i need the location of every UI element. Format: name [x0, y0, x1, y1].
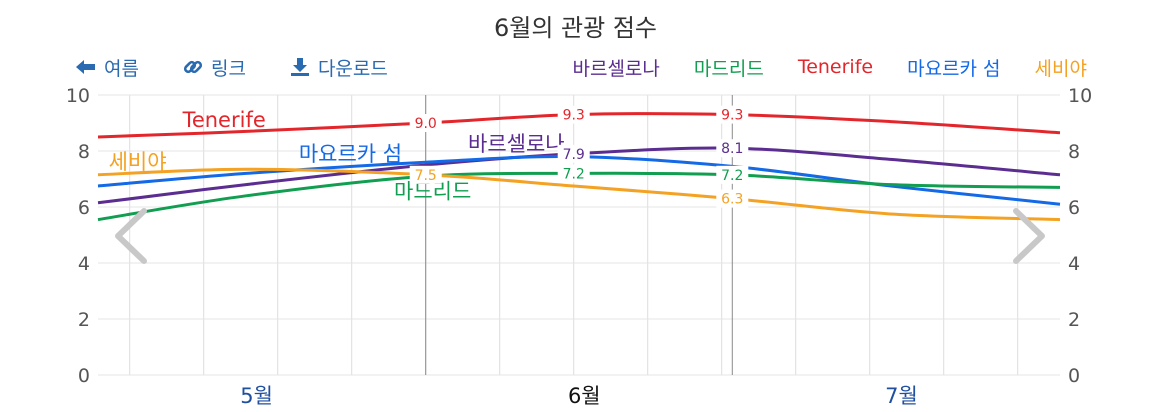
download-icon [290, 58, 309, 76]
data-label-bg [716, 139, 749, 158]
vertical-grid [129, 95, 1019, 375]
y-tick-label-right: 8 [1068, 141, 1080, 163]
data-label-bg [557, 164, 590, 183]
x-month-label: 6월 [568, 384, 601, 408]
series-name-barcelona: 바르셀로나 [468, 132, 565, 156]
y-tick-label-left: 0 [78, 365, 90, 387]
y-tick-label-right: 0 [1068, 365, 1080, 387]
toolbar: 여름 링크 다운로드 [74, 52, 432, 82]
data-label-seville: 7.5 [415, 168, 437, 184]
legend-item-tenerife[interactable]: Tenerife [797, 56, 874, 78]
y-tick-label-right: 2 [1068, 309, 1080, 331]
back-button-label: 여름 [104, 57, 139, 80]
series-line-seville [97, 167, 1061, 222]
y-tick-label-right: 6 [1068, 197, 1080, 219]
download-button[interactable]: 다운로드 [290, 54, 388, 81]
series-name-mallorca: 마요르카 섬 [299, 142, 402, 166]
series-name-seville: 세비야 [109, 150, 167, 174]
link-button-label: 링크 [210, 57, 246, 80]
data-label-madrid: 7.2 [721, 168, 743, 184]
data-label-seville: 6.3 [721, 192, 743, 208]
data-label-bg [409, 114, 442, 132]
arrow-left-icon [76, 60, 95, 74]
data-label-barcelona: 8.1 [721, 141, 743, 157]
legend-item-madrid[interactable]: 마드리드 [693, 57, 764, 80]
back-button[interactable]: 여름 [74, 54, 139, 81]
data-label-bg [716, 165, 749, 184]
data-label-bg [409, 165, 442, 184]
chevron-right-icon[interactable] [1013, 208, 1045, 264]
y-tick-label-left: 10 [66, 85, 90, 107]
data-label-bg [716, 189, 749, 208]
data-label-bg [557, 105, 590, 124]
y-tick-label-left: 6 [78, 197, 90, 219]
series-name-tenerife: Tenerife [182, 108, 266, 132]
data-label-tenerife: 9.0 [415, 116, 437, 132]
legend-item-mallorca[interactable]: 마요르카 섬 [907, 57, 1001, 80]
data-label-madrid: 7.2 [563, 166, 585, 182]
x-month-label: 7월 [885, 384, 918, 408]
data-label-barcelona: 7.9 [563, 147, 585, 163]
data-label-tenerife: 9.3 [721, 108, 743, 124]
legend-item-barcelona[interactable]: 바르셀로나 [572, 57, 660, 80]
legend-item-seville[interactable]: 세비야 [1034, 57, 1087, 80]
y-tick-label-left: 4 [78, 253, 90, 275]
chart-title: 6월의 관광 점수 [493, 14, 657, 42]
link-button[interactable]: 링크 [183, 54, 246, 81]
y-tick-label-left: 8 [78, 141, 90, 163]
y-tick-label-right: 4 [1068, 253, 1080, 275]
link-icon [183, 60, 203, 74]
data-label-bg [557, 144, 590, 163]
data-label-tenerife: 9.3 [563, 108, 585, 124]
legend: 바르셀로나 마드리드 Tenerife 마요르카 섬 세비야 [538, 52, 1087, 82]
y-tick-label-left: 2 [78, 309, 90, 331]
chevron-left-icon[interactable] [115, 208, 147, 264]
download-button-label: 다운로드 [317, 57, 388, 80]
y-tick-label-right: 10 [1068, 85, 1092, 107]
x-month-label: 5월 [240, 384, 273, 408]
data-label-bg [716, 105, 749, 124]
